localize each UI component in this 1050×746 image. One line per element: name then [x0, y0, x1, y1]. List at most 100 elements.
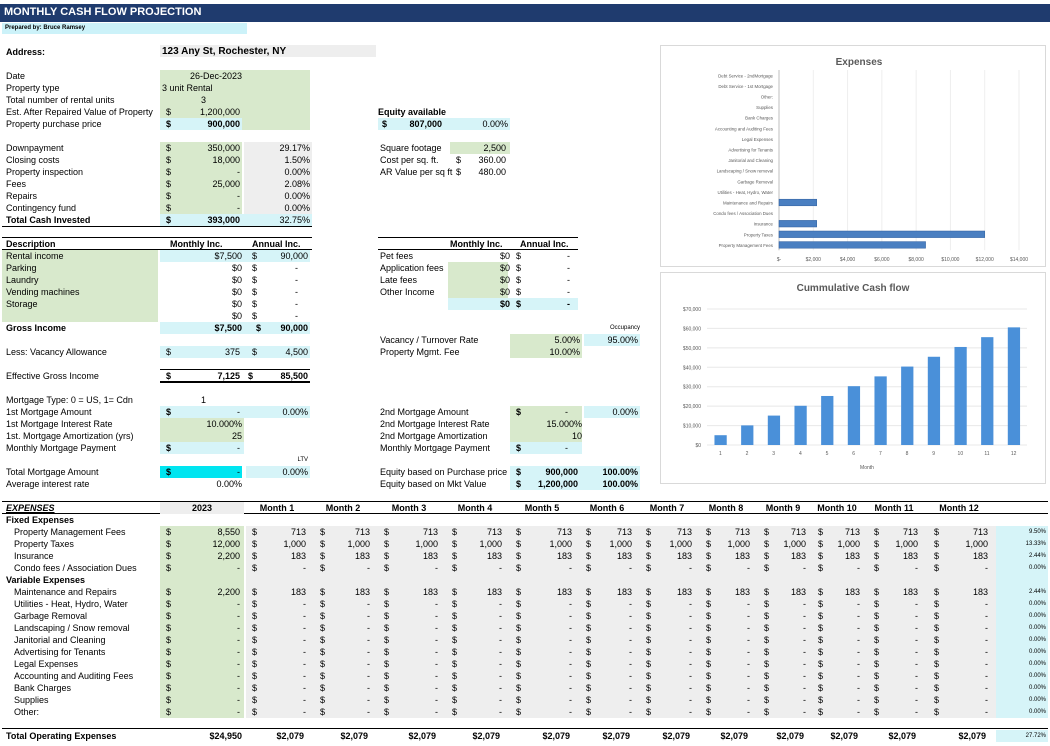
- income-monthly[interactable]: $0: [231, 263, 242, 273]
- expense-month-cur: $: [934, 647, 940, 657]
- mort2-pct-fill: [584, 406, 640, 418]
- expense-year-value[interactable]: -: [237, 635, 240, 645]
- expenses-chart[interactable]: Expenses $- $2,000 $4,000 $6,000 $8,000 $10,00…: [660, 45, 1046, 267]
- income-monthly[interactable]: $7,500: [214, 251, 242, 261]
- expense-pct: 13.33%: [1025, 541, 1046, 547]
- income-label: Laundry: [6, 275, 39, 285]
- mort2-amort-value[interactable]: 10: [571, 431, 582, 441]
- total-month-value: $2,079: [830, 731, 858, 741]
- income-annual: -: [295, 287, 298, 297]
- fees-value[interactable]: 25,000: [212, 179, 240, 189]
- expense-month-value: 1,000: [965, 539, 988, 549]
- address-value[interactable]: 123 Any St, Rochester, NY: [162, 46, 287, 57]
- dollar-sign: $: [256, 323, 262, 333]
- expense-month-value: 183: [844, 587, 860, 597]
- inspection-value[interactable]: -: [237, 167, 240, 177]
- expense-month-value: 713: [972, 527, 988, 537]
- expense-year-value[interactable]: -: [237, 623, 240, 633]
- date-value[interactable]: 26-Dec-2023: [189, 71, 242, 81]
- units-value[interactable]: 3: [200, 95, 206, 105]
- expense-month-value: 1,000: [283, 539, 306, 549]
- other-income-monthly[interactable]: $0: [499, 263, 510, 273]
- category-label: Legal Expenses: [742, 137, 774, 142]
- expense-year-value[interactable]: -: [237, 563, 240, 573]
- expense-year-value[interactable]: -: [237, 659, 240, 669]
- expense-month-cur: $: [818, 707, 824, 717]
- expense-month-value: -: [435, 671, 438, 681]
- expense-month-cur: $: [706, 611, 712, 621]
- mort1-rate-value[interactable]: 10.000%: [206, 419, 242, 429]
- other-income-label: Late fees: [380, 275, 418, 285]
- closing-value[interactable]: 18,000: [212, 155, 240, 165]
- expense-label: Supplies: [14, 695, 49, 705]
- expense-month-value: 183: [676, 587, 692, 597]
- dollar-sign: $: [516, 251, 522, 261]
- expense-month-cur: $: [764, 587, 770, 597]
- price-value[interactable]: 900,000: [207, 119, 240, 129]
- other-income-monthly[interactable]: $0: [499, 287, 510, 297]
- rental-fill: [160, 250, 310, 262]
- expense-month-cur: $: [252, 611, 258, 621]
- other-annual-header: Annual Inc.: [520, 239, 569, 249]
- cashflow-chart[interactable]: Cummulative Cash flow $0 $10,000 $20,000 $30…: [660, 272, 1046, 484]
- expense-year-value[interactable]: -: [237, 599, 240, 609]
- expense-year-value[interactable]: -: [237, 695, 240, 705]
- other-income-monthly[interactable]: $0: [499, 251, 510, 261]
- expense-month-cur: $: [646, 599, 652, 609]
- chart-title: Cummulative Cash flow: [797, 283, 910, 294]
- expense-year-value[interactable]: -: [237, 671, 240, 681]
- mort1-amount-value[interactable]: -: [237, 407, 240, 417]
- income-monthly[interactable]: $0: [231, 299, 242, 309]
- income-monthly[interactable]: $0: [231, 287, 242, 297]
- fixed-expenses-label: Fixed Expenses: [6, 515, 75, 525]
- expense-month-cur: $: [706, 647, 712, 657]
- expense-month-value: -: [803, 623, 806, 633]
- vacancy-rate-value[interactable]: 5.00%: [554, 335, 580, 345]
- income-monthly[interactable]: $0: [231, 275, 242, 285]
- expense-year-value[interactable]: 2,200: [217, 551, 240, 561]
- expense-month-value: 183: [486, 587, 502, 597]
- equity-mkt-fill: [510, 466, 640, 490]
- mort2-amount-value[interactable]: -: [565, 407, 568, 417]
- dollar-sign: $: [516, 479, 522, 489]
- expense-month-cur: $: [764, 671, 770, 681]
- mort1-amort-value[interactable]: 25: [231, 431, 242, 441]
- expense-year-value[interactable]: -: [237, 611, 240, 621]
- expense-year-value[interactable]: -: [237, 707, 240, 717]
- expense-month-value: -: [857, 635, 860, 645]
- expense-month-value: 713: [676, 527, 692, 537]
- expense-month-cur: $: [646, 647, 652, 657]
- expense-month-value: -: [367, 707, 370, 717]
- expense-month-value: -: [435, 647, 438, 657]
- sqft-value[interactable]: 2,500: [483, 143, 506, 153]
- mgmt-fee-value[interactable]: 10.00%: [549, 347, 580, 357]
- category-label: Other:: [761, 95, 773, 100]
- repairs-value[interactable]: -: [237, 191, 240, 201]
- expense-year-value[interactable]: 8,550: [217, 527, 240, 537]
- expense-month-cur: $: [516, 587, 522, 597]
- expense-month-cur: $: [646, 659, 652, 669]
- type-value[interactable]: 3 unit Rental: [162, 83, 213, 93]
- expense-month-value: -: [985, 611, 988, 621]
- expense-year-value[interactable]: -: [237, 683, 240, 693]
- mortgage-type-value[interactable]: 1: [200, 395, 206, 405]
- cashflow-chart-svg: Cummulative Cash flow $0 $10,000 $20,000 $30…: [683, 283, 1027, 471]
- x-tick-label: 7: [879, 451, 882, 457]
- expense-month-cur: $: [818, 599, 824, 609]
- other-income-monthly[interactable]: $0: [499, 275, 510, 285]
- expense-label: Advertising for Tenants: [14, 647, 106, 657]
- expense-year-value[interactable]: 2,200: [217, 587, 240, 597]
- month-header: Month 4: [457, 503, 493, 513]
- mort2-rate-value[interactable]: 15.000%: [546, 419, 582, 429]
- expense-month-cur: $: [252, 587, 258, 597]
- invest-pct-fill: [244, 142, 312, 214]
- income-monthly[interactable]: $0: [231, 311, 242, 321]
- rule: [2, 728, 1048, 729]
- y-tick-label: $70,000: [683, 307, 701, 313]
- expense-month-cur: $: [516, 599, 522, 609]
- expense-year-value[interactable]: 12,000: [212, 539, 240, 549]
- downpayment-value[interactable]: 350,000: [207, 143, 240, 153]
- contingency-value[interactable]: -: [237, 203, 240, 213]
- expense-year-value[interactable]: -: [237, 647, 240, 657]
- arv-value[interactable]: 1,200,000: [199, 107, 240, 117]
